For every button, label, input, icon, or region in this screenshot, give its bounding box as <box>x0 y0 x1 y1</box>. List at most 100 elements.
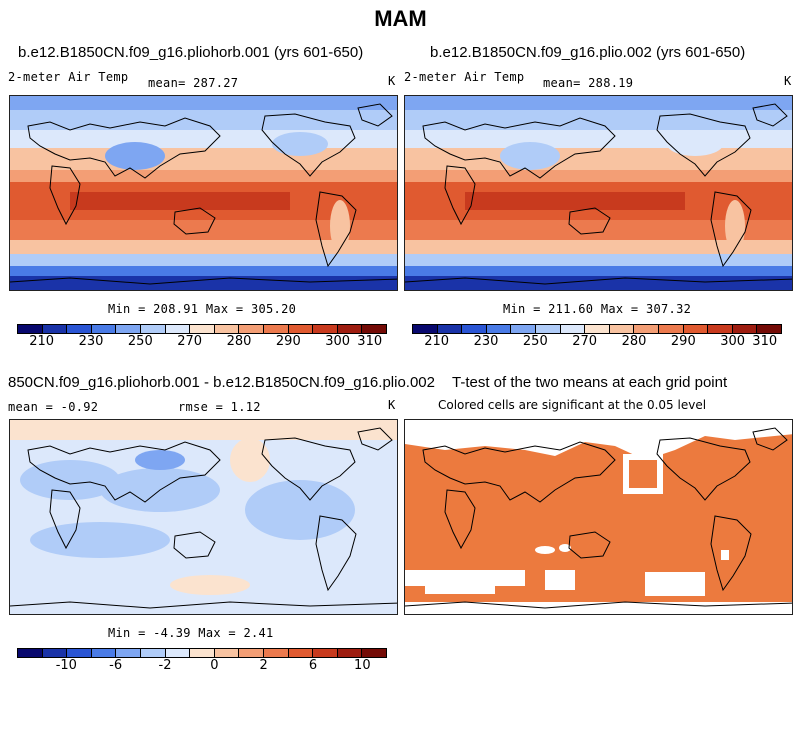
colorbar-swatch <box>288 325 314 333</box>
colorbar-tick-label: -6 <box>109 658 123 673</box>
colorbar-tick-label: 310 <box>752 334 778 349</box>
panel4-title: T-test of the two means at each grid poi… <box>452 374 728 391</box>
colorbar-swatch <box>190 325 215 333</box>
panel2-minmax: Min = 211.60 Max = 307.32 <box>503 302 692 316</box>
colorbar-tick-label: 290 <box>275 334 301 349</box>
colorbar-tick-label: 300 <box>720 334 746 349</box>
colorbar-swatch <box>362 325 386 333</box>
colorbar-swatch <box>585 325 610 333</box>
panel2-map <box>404 95 793 291</box>
colorbar-swatch <box>91 649 117 657</box>
colorbar-swatch <box>658 325 684 333</box>
colorbar-swatch <box>116 649 141 657</box>
panel2-units: K <box>784 74 792 88</box>
colorbar-swatch <box>362 649 386 657</box>
colorbar-tick-label: 210 <box>29 334 55 349</box>
colorbar-tick-label: 270 <box>177 334 203 349</box>
panel2-colorbar <box>412 324 782 334</box>
colorbar-swatch <box>313 649 338 657</box>
figure-title: MAM <box>374 6 427 31</box>
panel1-mean: mean= 287.27 <box>148 76 239 90</box>
panel4-significance-map <box>405 420 792 614</box>
colorbar-swatch <box>757 325 781 333</box>
panel1-minmax: Min = 208.91 Max = 305.20 <box>108 302 297 316</box>
colorbar-tick-label: 250 <box>127 334 153 349</box>
colorbar-swatch <box>18 325 43 333</box>
panel3-colorbar <box>17 648 387 658</box>
panel1-heatmap <box>10 96 397 290</box>
panel3-heatmap <box>10 420 397 614</box>
colorbar-tick-label: 290 <box>670 334 696 349</box>
colorbar-tick-label: 230 <box>473 334 499 349</box>
colorbar-tick-label: 250 <box>522 334 548 349</box>
colorbar-swatch <box>486 325 512 333</box>
panel3-minmax: Min = -4.39 Max = 2.41 <box>108 626 274 640</box>
colorbar-tick-label: -10 <box>55 658 77 673</box>
colorbar-tick-label: 270 <box>572 334 598 349</box>
panel3-rmse: rmse = 1.12 <box>178 400 261 414</box>
panel2-heatmap <box>405 96 792 290</box>
colorbar-swatch <box>18 649 43 657</box>
colorbar-tick-label: 230 <box>78 334 104 349</box>
colorbar-swatch <box>413 325 438 333</box>
colorbar-swatch <box>462 325 487 333</box>
colorbar-swatch <box>42 649 68 657</box>
colorbar-tick-label: -2 <box>158 658 172 673</box>
colorbar-swatch <box>239 649 264 657</box>
colorbar-swatch <box>683 325 709 333</box>
colorbar-swatch <box>67 325 92 333</box>
colorbar-swatch <box>214 649 240 657</box>
colorbar-swatch <box>732 325 758 333</box>
panel2-title: b.e12.B1850CN.f09_g16.plio.002 (yrs 601-… <box>430 44 746 61</box>
panel1-variable: 2-meter Air Temp <box>8 70 129 84</box>
colorbar-swatch <box>91 325 117 333</box>
panel4-map <box>404 419 793 615</box>
panel1-colorbar <box>17 324 387 334</box>
panel1-colorbar-ticks: 210 230 250 270 280 290 300 310 <box>17 334 387 350</box>
panel3-units: K <box>388 398 396 412</box>
colorbar-swatch <box>165 325 191 333</box>
colorbar-swatch <box>263 325 289 333</box>
panel3-map <box>9 419 398 615</box>
colorbar-swatch <box>190 649 215 657</box>
colorbar-swatch <box>140 649 166 657</box>
colorbar-tick-label: 2 <box>259 658 268 673</box>
colorbar-swatch <box>239 325 264 333</box>
panel1-map <box>9 95 398 291</box>
colorbar-tick-label: 10 <box>354 658 371 673</box>
colorbar-swatch <box>42 325 68 333</box>
colorbar-tick-label: 210 <box>424 334 450 349</box>
colorbar-swatch <box>263 649 289 657</box>
colorbar-swatch <box>437 325 463 333</box>
colorbar-swatch <box>337 649 363 657</box>
colorbar-swatch <box>67 649 92 657</box>
colorbar-tick-label: 6 <box>308 658 318 673</box>
panel3-mean: mean = -0.92 <box>8 400 99 414</box>
panel2-mean: mean= 288.19 <box>543 76 634 90</box>
colorbar-swatch <box>609 325 635 333</box>
colorbar-swatch <box>313 325 338 333</box>
panel2-colorbar-ticks: 210 230 250 270 280 290 300 310 <box>412 334 782 350</box>
colorbar-swatch <box>214 325 240 333</box>
colorbar-swatch <box>634 325 659 333</box>
colorbar-tick-label: 280 <box>621 334 647 349</box>
colorbar-tick-label: 0 <box>210 658 219 673</box>
panel2-variable: 2-meter Air Temp <box>404 70 525 84</box>
colorbar-tick-label: 300 <box>325 334 351 349</box>
panel1-title: b.e12.B1850CN.f09_g16.pliohorb.001 (yrs … <box>18 44 364 61</box>
colorbar-swatch <box>511 325 536 333</box>
colorbar-swatch <box>140 325 166 333</box>
colorbar-swatch <box>288 649 314 657</box>
colorbar-tick-label: 280 <box>226 334 252 349</box>
colorbar-swatch <box>165 649 191 657</box>
panel3-title: 850CN.f09_g16.pliohorb.001 - b.e12.B1850… <box>8 374 435 391</box>
colorbar-swatch <box>535 325 561 333</box>
panel4-subtitle: Colored cells are significant at the 0.0… <box>438 398 707 412</box>
colorbar-swatch <box>560 325 586 333</box>
panel1-units: K <box>388 74 396 88</box>
colorbar-swatch <box>116 325 141 333</box>
colorbar-swatch <box>708 325 733 333</box>
colorbar-tick-label: 310 <box>357 334 383 349</box>
panel3-colorbar-ticks: -10 -6 -2 0 2 6 10 <box>17 658 387 674</box>
colorbar-swatch <box>337 325 363 333</box>
